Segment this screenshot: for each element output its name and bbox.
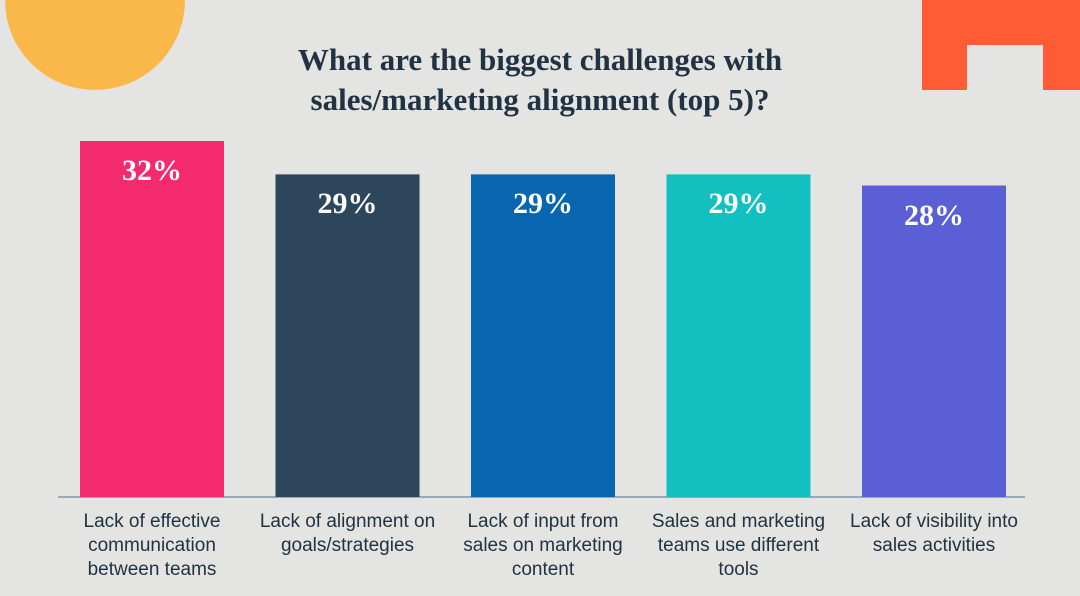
x-tick-label: Lack of alignment on goals/strategies — [259, 511, 436, 556]
x-tick-label: Lack of effective communication between … — [83, 511, 221, 580]
value-label: 29% — [317, 187, 378, 221]
x-tick-label: Sales and marketing teams use different … — [651, 511, 826, 580]
bar — [666, 174, 811, 497]
chart-title: What are the biggest challenges with sal… — [297, 42, 783, 117]
value-label: 32% — [122, 154, 182, 187]
value-label: 28% — [904, 198, 964, 232]
bar — [80, 141, 224, 497]
bar — [471, 174, 615, 497]
decor-corner — [922, 0, 1080, 90]
bar — [275, 174, 420, 497]
value-label: 29% — [513, 187, 573, 221]
x-tick-label: Lack of visibility into sales activities — [850, 511, 1018, 556]
decor-circle — [5, 0, 185, 90]
bar — [862, 185, 1006, 497]
x-tick-label: Lack of input from sales on marketing co… — [463, 511, 623, 580]
value-label: 29% — [708, 187, 769, 221]
